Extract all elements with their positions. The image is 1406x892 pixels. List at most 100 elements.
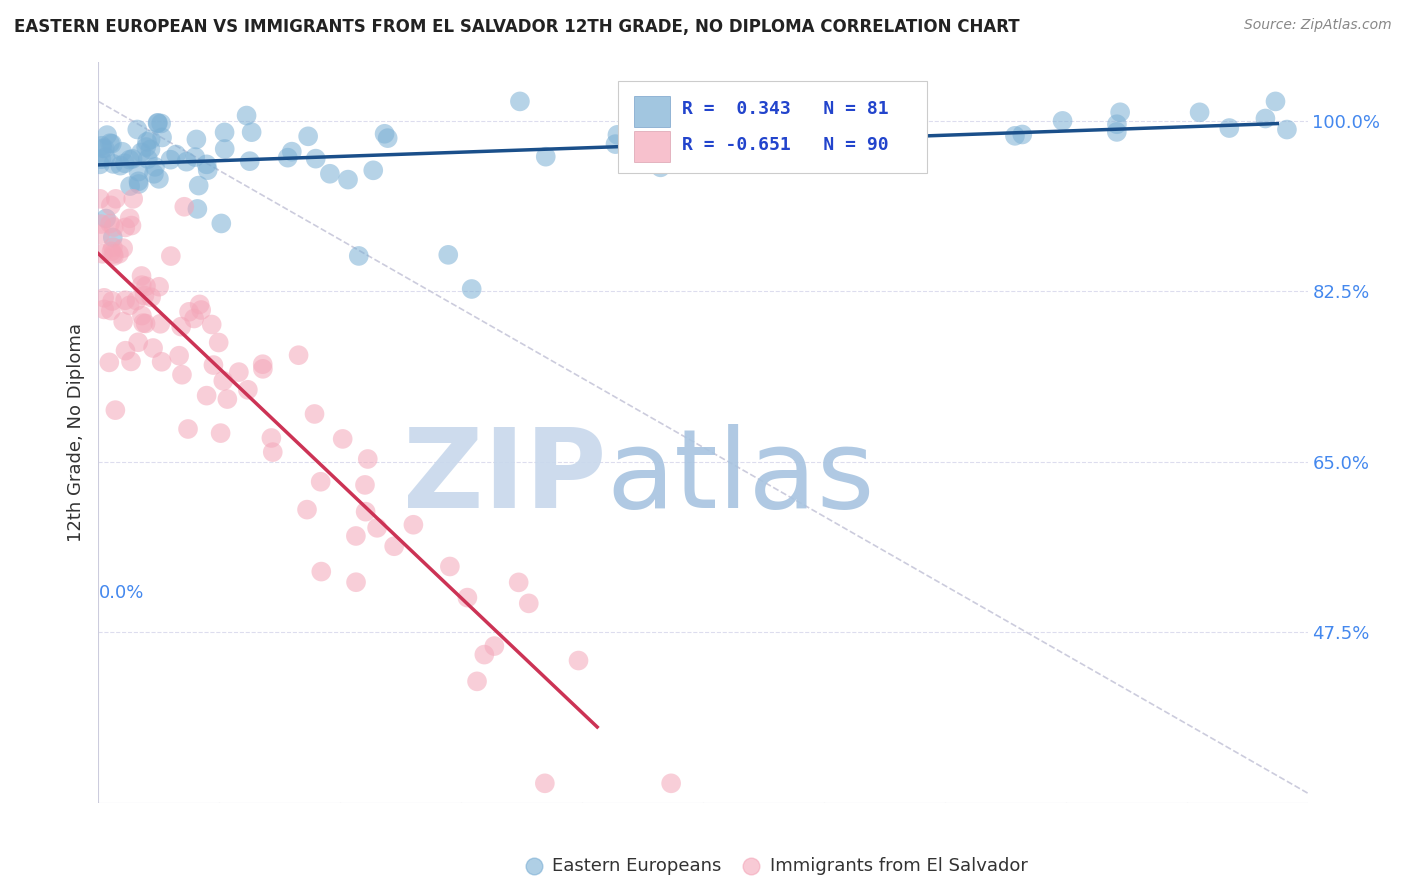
Point	[659, 776, 682, 790]
Point	[277, 151, 299, 165]
Point	[93, 141, 115, 155]
Point	[1011, 128, 1033, 142]
Point	[100, 303, 122, 318]
Point	[131, 278, 153, 293]
Point	[304, 407, 326, 421]
Point	[121, 219, 143, 233]
Point	[103, 249, 125, 263]
Point	[142, 341, 165, 355]
Point	[173, 200, 195, 214]
Point	[1105, 125, 1128, 139]
Point	[110, 159, 132, 173]
Point	[187, 178, 209, 193]
Point	[209, 217, 232, 231]
Point	[89, 227, 111, 242]
Point	[402, 517, 425, 532]
Point	[135, 140, 157, 154]
Text: R =  0.343   N = 81: R = 0.343 N = 81	[682, 100, 889, 118]
Point	[91, 247, 114, 261]
Point	[114, 293, 136, 308]
Point	[136, 135, 159, 149]
Point	[337, 172, 360, 186]
Point	[209, 426, 232, 441]
Point	[111, 145, 134, 159]
Point	[167, 349, 190, 363]
Point	[177, 305, 200, 319]
Point	[186, 202, 208, 216]
Point	[252, 362, 274, 376]
Point	[212, 374, 235, 388]
Point	[374, 127, 396, 141]
Point	[103, 247, 125, 261]
Point	[567, 654, 589, 668]
Point	[262, 445, 284, 459]
Point	[377, 131, 399, 145]
Point	[344, 575, 367, 590]
Point	[606, 128, 628, 142]
Point	[96, 128, 118, 142]
Point	[159, 153, 181, 167]
Point	[148, 171, 170, 186]
Point	[252, 357, 274, 371]
Point	[605, 137, 627, 152]
Point	[1105, 117, 1128, 131]
Point	[176, 154, 198, 169]
Point	[91, 141, 114, 155]
Point	[201, 318, 224, 332]
Point	[90, 138, 112, 153]
Point	[382, 539, 405, 553]
Point	[188, 297, 211, 311]
Point	[101, 293, 124, 308]
Point	[1052, 114, 1074, 128]
Point	[297, 129, 319, 144]
Point	[460, 282, 482, 296]
Point	[170, 368, 193, 382]
Point	[456, 591, 478, 605]
Point	[143, 167, 166, 181]
Point	[101, 136, 124, 151]
Point	[160, 249, 183, 263]
Point	[281, 145, 304, 159]
Point	[357, 452, 380, 467]
Point	[183, 311, 205, 326]
Point	[214, 142, 236, 156]
Point	[484, 639, 506, 653]
Point	[128, 177, 150, 191]
Point	[344, 529, 367, 543]
Point	[90, 153, 112, 167]
Text: atlas: atlas	[606, 424, 875, 531]
Point	[127, 335, 149, 350]
Point	[135, 317, 157, 331]
Point	[534, 150, 557, 164]
Point	[98, 136, 121, 151]
Text: EASTERN EUROPEAN VS IMMIGRANTS FROM EL SALVADOR 12TH GRADE, NO DIPLOMA CORRELATI: EASTERN EUROPEAN VS IMMIGRANTS FROM EL S…	[14, 18, 1019, 36]
FancyBboxPatch shape	[634, 131, 671, 162]
Point	[309, 475, 332, 489]
Point	[101, 230, 124, 244]
Point	[101, 240, 124, 254]
Point	[437, 248, 460, 262]
Point	[758, 140, 780, 154]
Point	[239, 154, 262, 169]
FancyBboxPatch shape	[634, 95, 671, 127]
Point	[354, 478, 377, 492]
Point	[465, 674, 488, 689]
FancyBboxPatch shape	[619, 81, 927, 173]
Point	[190, 303, 212, 318]
Point	[534, 776, 557, 790]
Point	[217, 392, 239, 406]
Point	[132, 316, 155, 330]
Point	[354, 505, 377, 519]
Point	[260, 431, 283, 445]
Point	[98, 217, 121, 231]
Point	[177, 422, 200, 436]
Point	[208, 335, 231, 350]
Point	[295, 502, 318, 516]
Point	[332, 432, 354, 446]
Point	[100, 198, 122, 212]
Point	[104, 192, 127, 206]
Point	[108, 247, 131, 261]
Point	[1218, 121, 1240, 136]
Point	[195, 389, 218, 403]
Y-axis label: 12th Grade, No Diploma: 12th Grade, No Diploma	[66, 323, 84, 542]
